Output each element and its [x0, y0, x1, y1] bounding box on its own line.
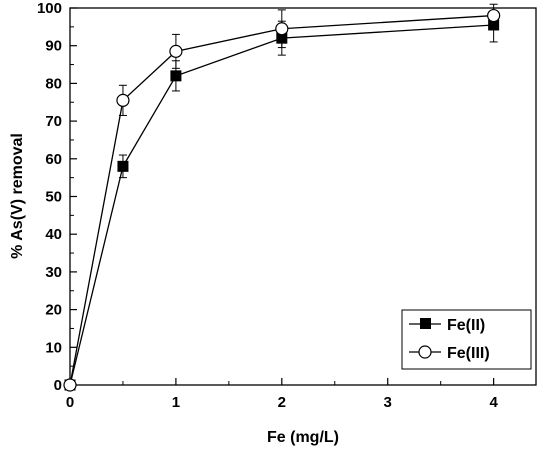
data-point-circle: [116, 93, 130, 107]
y-tick-label-9: 90: [45, 38, 62, 55]
data-point-circle: [275, 22, 289, 36]
y-tick-label-5: 50: [45, 189, 62, 206]
y-tick-label-4: 40: [45, 226, 62, 243]
legend-label-fe3: Fe(III): [447, 345, 490, 362]
x-axis-title: Fe (mg/L): [267, 429, 339, 446]
x-tick-label-4: 4: [489, 394, 498, 411]
y-tick-label-6: 60: [45, 151, 62, 168]
legend: Fe(II) Fe(III): [401, 309, 532, 370]
y-tick-label-10: 100: [37, 0, 62, 17]
y-tick-label-7: 70: [45, 113, 62, 130]
x-tick-label-3: 3: [384, 394, 392, 411]
data-point-square: [117, 160, 129, 172]
data-point-circle: [487, 8, 501, 23]
y-tick-label-0: 0: [54, 377, 62, 394]
y-tick-label-3: 30: [45, 264, 62, 281]
legend-label-fe2: Fe(II): [447, 317, 485, 334]
y-tick-label-8: 80: [45, 75, 62, 92]
y-tick-label-2: 20: [45, 302, 62, 319]
data-point-circle: [169, 44, 183, 58]
y-tick-label-1: 10: [45, 339, 62, 356]
series-1: [63, 3, 501, 392]
data-point-circle: [63, 378, 77, 392]
x-tick-label-1: 1: [172, 394, 180, 411]
y-axis-title: % As(V) removal: [9, 133, 26, 259]
data-point-square: [170, 70, 182, 82]
legend-marker-fe2: [420, 318, 431, 329]
x-tick-label-0: 0: [66, 394, 74, 411]
legend-marker-fe3: [418, 345, 432, 359]
series-layer: [63, 3, 501, 392]
x-tick-label-2: 2: [278, 394, 286, 411]
